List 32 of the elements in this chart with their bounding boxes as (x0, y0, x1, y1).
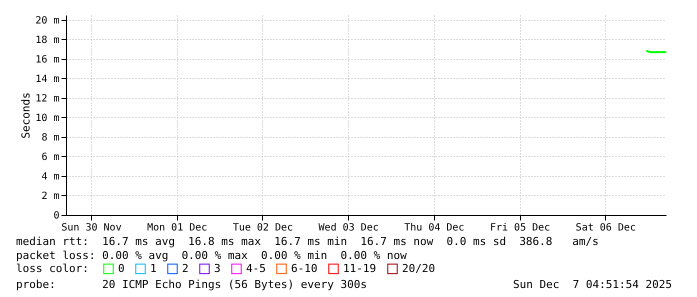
legend-label: 2 (182, 262, 189, 275)
legend-label: 1 (150, 262, 157, 275)
x-tick-label: Fri 05 Dec (490, 222, 550, 234)
y-tick-label: 8 m (41, 132, 60, 144)
legend-label: 20/20 (402, 262, 436, 275)
legend-label: 6-10 (291, 262, 318, 275)
text: packet loss: 0.00 % avg 0.00 % max 0.00 % min 0.00 % now (16, 249, 407, 262)
legend-label: 4-5 (246, 262, 266, 275)
text: Sun Dec 7 04:51:54 2025 (513, 278, 672, 291)
y-tick-label: 0 (53, 210, 60, 222)
x-tick-label: Wed 03 Dec (318, 222, 379, 234)
x-tick-label: Thu 04 Dec (404, 222, 464, 234)
y-tick-label: 4 m (41, 171, 60, 182)
y-tick-label: 20 m (35, 15, 60, 26)
y-tick-label: 18 m (35, 34, 60, 46)
y-tick-label: 10 m (35, 112, 60, 124)
legend-label: 0 (118, 262, 125, 275)
y-tick-label: 12 m (35, 93, 60, 104)
y-axis-title: Seconds (19, 92, 32, 139)
x-tick-label: Mon 01 Dec (147, 222, 208, 234)
x-tick-label: Sun 30 Nov (61, 222, 122, 234)
y-tick-label: 2 m (41, 190, 60, 202)
legend-title: loss color: (16, 262, 89, 275)
y-tick-label: 6 m (41, 152, 60, 163)
text: median rtt: 16.7 ms avg 16.8 ms max 16.7 ms min 16.7 ms now 0.0 ms sd 386.8 am/s (16, 235, 599, 248)
legend-label: 11-19 (343, 262, 376, 275)
y-tick-label: 16 m (35, 54, 60, 66)
y-tick-label: 14 m (35, 74, 60, 85)
legend-label: 3 (214, 262, 221, 275)
text: probe: 20 ICMP Echo Pings (56 Bytes) every 300s (16, 278, 367, 291)
x-tick-label: Tue 02 Dec (232, 222, 294, 234)
x-tick-label: Sat 06 Dec (576, 222, 636, 234)
